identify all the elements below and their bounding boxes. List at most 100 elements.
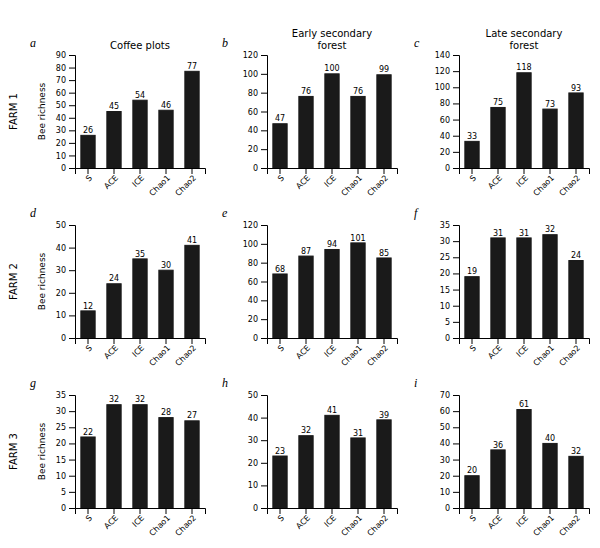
y-tick-mark [69, 293, 75, 294]
y-tick: 30 [56, 126, 75, 135]
y-tick-mark [453, 168, 459, 169]
y-tick-mark [453, 103, 459, 104]
x-tick-label: S [84, 173, 94, 183]
y-axis: 01020304050 [56, 221, 76, 343]
y-tick: 50 [56, 221, 75, 230]
data-label: 94 [327, 240, 337, 249]
bar [273, 124, 287, 168]
y-tick: 40 [248, 414, 267, 423]
data-label: 26 [83, 126, 93, 135]
y-tick-label: 0 [445, 504, 450, 513]
x-tick: ICE [515, 508, 531, 529]
bar [133, 100, 147, 168]
y-tick-label: 30 [440, 237, 450, 246]
x-tick: ICE [515, 168, 531, 189]
x-tick-mark [140, 508, 141, 514]
data-label: 54 [135, 91, 145, 100]
panel-letter: e [222, 206, 228, 220]
data-label: 73 [545, 100, 555, 109]
bar [81, 135, 95, 168]
y-tick-mark [453, 71, 459, 72]
x-tick-mark [524, 508, 525, 514]
x-tick-mark [192, 508, 193, 514]
y-tick-label: 120 [435, 67, 450, 76]
bar [351, 243, 365, 338]
x-tick-label: ICE [131, 513, 147, 529]
y-axis-line [69, 226, 76, 339]
y-tick-mark [69, 80, 75, 81]
panel: 0102030405060708090SACEICEChao1Chao22645… [8, 36, 206, 198]
y-tick-label: 10 [440, 302, 450, 311]
x-tick-mark [472, 508, 473, 514]
bar [159, 110, 173, 168]
bar [107, 112, 121, 169]
y-tick: 5 [445, 318, 459, 327]
y-tick-label: 40 [248, 126, 258, 135]
y-axis-line [69, 396, 76, 509]
x-tick-label: Chao1 [532, 173, 556, 197]
x-tick-label: Chao1 [148, 343, 172, 367]
bar [517, 73, 531, 168]
x-tick-label: ICE [131, 343, 147, 359]
y-axis-line [453, 226, 460, 339]
x-tick: S [468, 508, 478, 523]
y-tick: 40 [56, 244, 75, 253]
bar [543, 443, 557, 508]
data-label: 68 [275, 265, 285, 274]
data-label: 47 [275, 114, 285, 123]
x-tick-mark [332, 338, 333, 344]
y-tick: 120 [435, 67, 459, 76]
x-tick: ACE [294, 168, 312, 191]
y-tick: 20 [248, 459, 267, 468]
y-tick-mark [69, 55, 75, 56]
x-tick: Chao2 [558, 508, 582, 538]
y-tick-mark [453, 476, 459, 477]
y-tick-label: 0 [445, 334, 450, 343]
x-axis-line [76, 509, 206, 515]
y-tick-label: 80 [248, 259, 258, 268]
x-tick-label: S [276, 173, 286, 183]
x-tick: Chao1 [340, 168, 364, 198]
y-tick-mark [69, 411, 75, 412]
plot-area [465, 410, 583, 508]
bar [491, 450, 505, 508]
x-tick: ICE [131, 168, 147, 189]
y-tick-label: 100 [243, 240, 258, 249]
data-label: 32 [571, 447, 581, 456]
y-tick: 0 [253, 164, 267, 173]
x-tick-label: Chao2 [174, 513, 198, 537]
y-tick: 20 [248, 145, 267, 154]
y-tick: 10 [56, 311, 75, 320]
bar [299, 256, 313, 338]
y-axis: 020406080100120140 [435, 51, 460, 173]
data-label: 22 [83, 428, 93, 437]
y-tick-label: 5 [61, 488, 66, 497]
y-tick-mark [453, 55, 459, 56]
y-tick-label: 50 [56, 221, 66, 230]
x-tick-mark [192, 338, 193, 344]
x-axis: SACEICEChao1Chao2 [460, 338, 590, 368]
x-tick-label: S [84, 513, 94, 523]
x-tick: ACE [294, 338, 312, 361]
y-tick-label: 20 [440, 472, 450, 481]
y-tick-label: 30 [248, 436, 258, 445]
y-tick: 40 [248, 296, 267, 305]
x-tick-label: S [468, 173, 478, 183]
bar [299, 436, 313, 508]
x-tick-label: S [468, 513, 478, 523]
data-label: 93 [571, 84, 581, 93]
data-label: 32 [135, 395, 145, 404]
y-tick-label: 80 [56, 64, 66, 73]
y-tick-mark [453, 120, 459, 121]
y-tick-label: 10 [56, 152, 66, 161]
x-tick: ICE [131, 508, 147, 529]
y-tick: 20 [56, 439, 75, 448]
x-axis-line [460, 169, 590, 175]
y-tick: 100 [243, 70, 267, 79]
x-tick: ACE [486, 338, 504, 361]
x-axis-line [268, 169, 398, 175]
x-tick: ICE [323, 338, 339, 359]
y-tick-label: 0 [253, 164, 258, 173]
y-axis: 020406080100120 [243, 51, 268, 173]
x-tick-label: Chao2 [558, 173, 582, 197]
